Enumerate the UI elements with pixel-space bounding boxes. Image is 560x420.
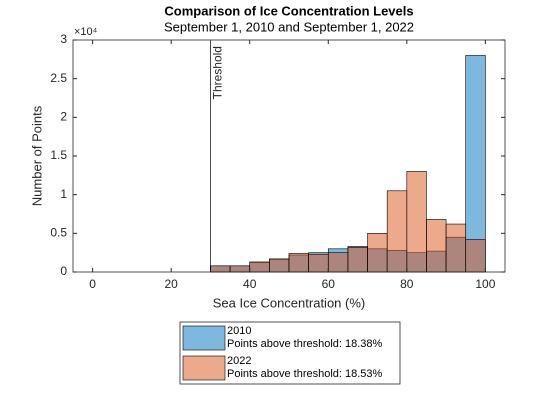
bar [210,265,231,273]
legend-label: 2022 [227,355,251,367]
bar [308,253,329,273]
x-tick-label: 80 [400,277,414,291]
x-tick-label: 40 [243,277,257,291]
legend-swatch [182,325,226,351]
legend-note: Points above threshold: 18.38% [227,338,383,350]
y-tick-label: 1 [60,187,67,201]
x-tick-label: 100 [475,277,495,291]
x-tick-label: 60 [322,277,336,291]
bar [229,265,251,273]
chart-subtitle: September 1, 2010 and September 1, 2022 [164,19,414,34]
chart-title: Comparison of Ice Concentration Levels [164,3,413,18]
threshold-label: Threshold [211,46,225,99]
y-exponent: ×10⁴ [74,26,98,38]
x-tick-label: 20 [165,277,179,291]
y-tick-label: 0 [60,264,67,278]
x-axis-label: Sea Ice Concentration (%) [213,295,365,310]
y-tick-label: 2 [60,110,67,124]
bar [347,246,368,273]
bar [327,252,349,273]
bar [367,233,388,273]
bar [288,253,309,273]
bar [465,239,486,273]
y-tick-label: 1.5 [50,148,67,162]
y-axis-label: Number of Points [29,105,44,206]
x-tick-label: 0 [89,277,96,291]
legend-swatch [182,355,226,381]
bar [386,190,408,273]
bar [269,258,290,273]
y-tick-label: 2.5 [50,71,67,85]
legend-label: 2010 [227,325,251,337]
legend-note: Points above threshold: 18.53% [227,368,383,380]
y-tick-label: 0.5 [50,226,67,240]
y-tick-label: 3 [60,32,67,46]
bar [445,223,467,273]
bar [426,219,447,273]
bar [406,171,427,273]
bar [249,261,270,273]
